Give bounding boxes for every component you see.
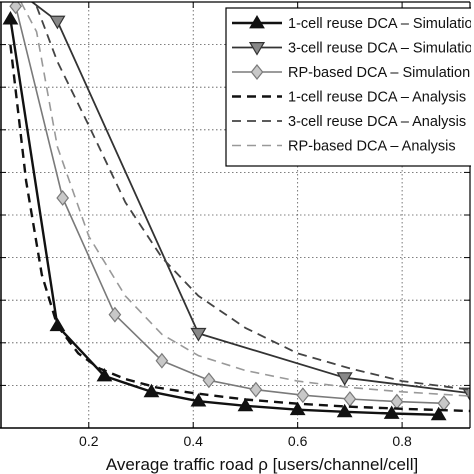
- legend-entry: 3-cell reuse DCA – Analysis: [288, 114, 466, 130]
- data-point: [343, 391, 357, 407]
- data-point: [202, 372, 216, 389]
- legend-entry: 3-cell reuse DCA – Simulation: [288, 41, 474, 57]
- data-point: [108, 306, 122, 323]
- data-point: [430, 406, 447, 421]
- data-point: [437, 395, 451, 412]
- series-4: [9, 44, 470, 413]
- series-line: [9, 18, 439, 416]
- axes: 0.2 0.4 0.6 0.8: [0, 1, 471, 449]
- series-5: [32, 2, 470, 391]
- data-point: [390, 393, 404, 410]
- legend-entry: 1-cell reuse DCA – Simulation: [288, 16, 474, 32]
- x-axis-label: Average traffic road ρ [users/channel/ce…: [106, 455, 418, 474]
- data-point: [383, 405, 400, 419]
- data-point: [249, 15, 265, 29]
- series-line: [9, 44, 470, 413]
- data-point: [143, 383, 160, 398]
- legend-entry: RP-based DCA – Simulation: [288, 65, 470, 81]
- legend-entry: 1-cell reuse DCA – Analysis: [288, 90, 466, 106]
- legend-box: [225, 7, 471, 167]
- data-point: [155, 352, 169, 369]
- series-layer: [2, 2, 470, 421]
- x-tick-label: 0.4: [183, 433, 203, 449]
- x-tick-label: 0.2: [79, 433, 99, 449]
- data-point: [190, 327, 207, 342]
- series-2: [30, 2, 470, 402]
- series-line: [20, 2, 470, 397]
- data-point: [249, 381, 263, 398]
- data-point: [336, 403, 353, 418]
- legend: 1-cell reuse DCA – Simulation 3-cell reus…: [225, 7, 474, 167]
- data-point: [96, 368, 113, 382]
- x-tick-label: 0.6: [288, 433, 308, 449]
- data-point: [296, 387, 310, 404]
- data-point: [237, 397, 254, 412]
- data-point: [190, 393, 207, 407]
- series-3: [9, 2, 451, 412]
- data-point: [49, 15, 66, 30]
- series-6: [20, 2, 470, 397]
- grid: [0, 2, 470, 428]
- legend-entry: RP-based DCA – Analysis: [288, 139, 456, 155]
- series-line: [14, 6, 444, 405]
- x-tick-label: 0.8: [392, 433, 412, 449]
- data-point: [250, 64, 264, 80]
- data-point: [56, 189, 70, 206]
- data-point: [461, 387, 470, 402]
- data-point: [248, 41, 266, 56]
- data-point: [49, 317, 66, 332]
- data-point: [289, 401, 306, 416]
- data-point: [9, 2, 23, 15]
- data-point: [336, 372, 353, 386]
- data-point: [2, 11, 19, 25]
- series-1: [2, 11, 447, 421]
- series-line: [32, 2, 470, 391]
